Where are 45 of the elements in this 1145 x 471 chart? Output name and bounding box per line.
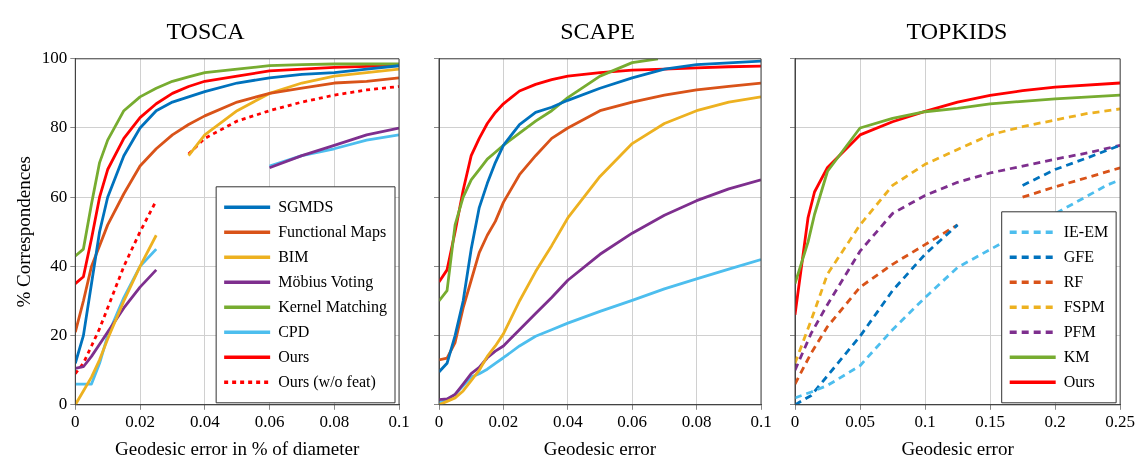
y-tick-label: 0 bbox=[58, 394, 68, 414]
x-tick-label: 0.06 bbox=[254, 412, 285, 432]
x-tick-label: 0.15 bbox=[975, 412, 1005, 432]
legend-label: SGMDS bbox=[278, 197, 334, 215]
x-tick-label: 0.08 bbox=[681, 412, 712, 432]
y-tick-label: 40 bbox=[50, 255, 68, 275]
legend-label: FSPM bbox=[1063, 297, 1105, 315]
x-tick-label: 0.02 bbox=[125, 412, 155, 432]
legend-label: Ours (w/o feat) bbox=[278, 372, 376, 391]
legend-label: Ours bbox=[1063, 372, 1095, 390]
x-tick-label: 0.06 bbox=[617, 412, 648, 432]
x-tick-label: 0 bbox=[790, 412, 800, 432]
x-tick-label: 0.04 bbox=[189, 412, 221, 432]
x-tick-label: 0.02 bbox=[488, 412, 519, 432]
x-tick-label: 0 bbox=[434, 412, 444, 432]
legend-label: BIM bbox=[278, 247, 309, 265]
legend-label: Kernel Matching bbox=[278, 297, 388, 316]
x-tick-label: 0.1 bbox=[388, 412, 410, 432]
chart-title: TOPKIDS bbox=[906, 17, 1008, 44]
legend-label: CPD bbox=[278, 322, 310, 340]
y-tick-label: 80 bbox=[50, 117, 68, 137]
legend-label: Ours bbox=[278, 347, 310, 365]
legend-label: RF bbox=[1063, 272, 1084, 290]
legend-label: PFM bbox=[1063, 322, 1096, 340]
x-tick-label: 0.1 bbox=[750, 412, 772, 432]
legend-label: Möbius Voting bbox=[278, 272, 374, 291]
x-axis-title: Geodesic error bbox=[901, 437, 1015, 459]
x-tick-label: 0.08 bbox=[319, 412, 350, 432]
y-tick-label: 60 bbox=[50, 186, 68, 206]
chart-title: SCAPE bbox=[560, 17, 635, 44]
y-tick-label: 20 bbox=[50, 325, 68, 345]
legend-label: GFE bbox=[1063, 247, 1094, 265]
x-tick-label: 0.25 bbox=[1105, 412, 1135, 432]
chart-title: TOSCA bbox=[166, 17, 246, 44]
legend-label: Functional Maps bbox=[278, 222, 387, 241]
x-axis-title: Geodesic error in % of diameter bbox=[115, 437, 360, 459]
x-tick-label: 0.05 bbox=[845, 412, 875, 432]
x-axis-title: Geodesic error bbox=[543, 437, 657, 459]
legend-label: KM bbox=[1063, 347, 1090, 365]
y-tick-label: 100 bbox=[41, 48, 68, 68]
x-tick-label: 0.2 bbox=[1044, 412, 1066, 432]
legend-label: IE-EM bbox=[1063, 222, 1109, 240]
x-tick-label: 0.1 bbox=[914, 412, 936, 432]
y-axis-title: % Correspondences bbox=[13, 156, 35, 308]
x-tick-label: 0.04 bbox=[552, 412, 584, 432]
